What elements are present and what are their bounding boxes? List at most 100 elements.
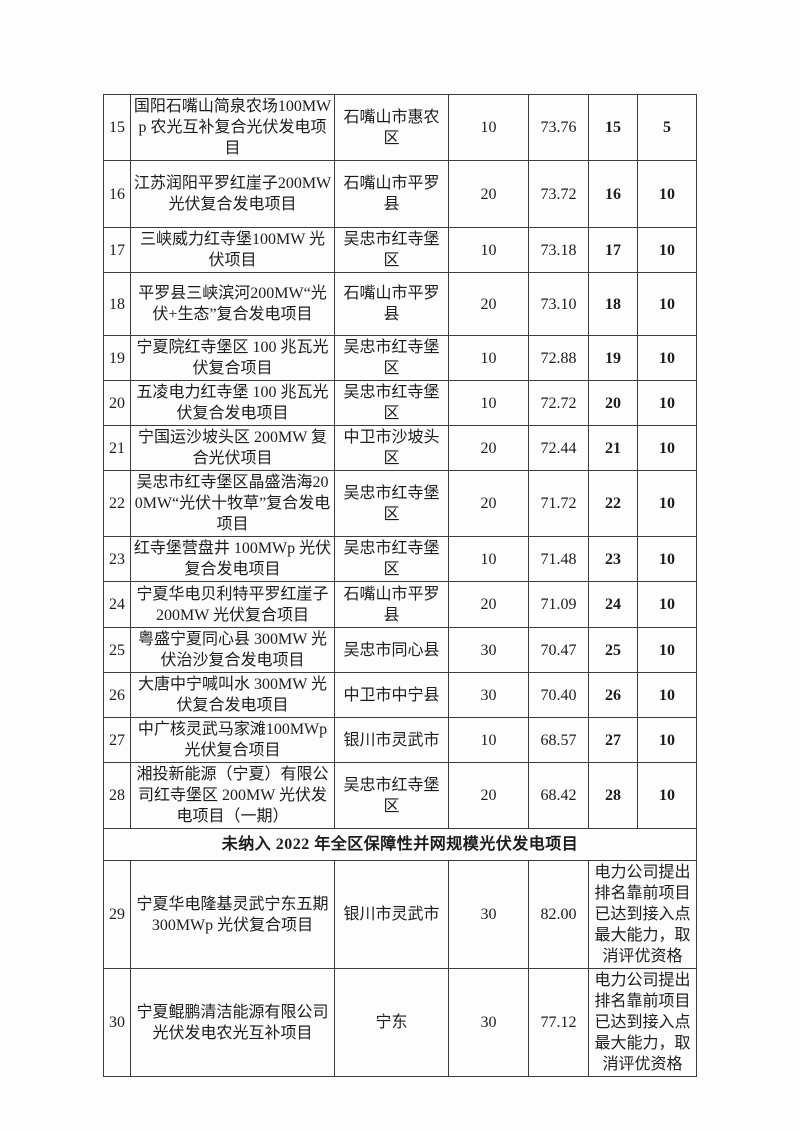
table-row: 23 红寺堡营盘井 100MWp 光伏复合发电项目 吴忠市红寺堡区 10 71.48 23…: [103, 536, 697, 582]
cell-row-number: 28: [103, 762, 131, 829]
cell-rank: 25: [588, 627, 638, 673]
cell-project-name: 湘投新能源（宁夏）有限公司红寺堡区 200MW 光伏发电项目（一期）: [130, 762, 335, 829]
cell-score: 77.12: [528, 968, 589, 1077]
cell-points: 10: [637, 762, 697, 829]
cell-rank: 16: [588, 160, 638, 228]
cell-project-name: 三峡威力红寺堡100MW 光伏项目: [130, 227, 335, 273]
cell-score: 72.72: [528, 380, 589, 426]
cell-score: 72.88: [528, 335, 589, 381]
cell-score: 73.10: [528, 272, 589, 336]
cell-rank: 24: [588, 581, 638, 628]
table-row: 28 湘投新能源（宁夏）有限公司红寺堡区 200MW 光伏发电项目（一期） 吴忠市红…: [103, 762, 697, 829]
cell-points: 10: [637, 227, 697, 273]
table-row: 24 宁夏华电贝利特平罗红崖子 200MW 光伏复合项目 石嘴山市平罗县 20 71.0…: [103, 581, 697, 628]
cell-location: 吴忠市红寺堡区: [334, 227, 449, 273]
cell-location: 吴忠市同心县: [334, 627, 449, 673]
cell-capacity: 10: [448, 335, 529, 381]
table-row: 20 五凌电力红寺堡 100 兆瓦光伏复合发电项目 吴忠市红寺堡区 10 72.72 20…: [103, 380, 697, 426]
table-row: 27 中广核灵武马家滩100MWp 光伏复合项目 银川市灵武市 10 68.57 27 10: [103, 717, 697, 763]
cell-rank: 17: [588, 227, 638, 273]
cell-score: 71.72: [528, 470, 589, 537]
cell-rank: 19: [588, 335, 638, 381]
cell-location: 石嘴山市平罗县: [334, 581, 449, 628]
cell-score: 72.44: [528, 425, 589, 471]
cell-project-name: 中广核灵武马家滩100MWp 光伏复合项目: [130, 717, 335, 763]
table-row: 16 江苏润阳平罗红崖子200MW 光伏复合发电项目 石嘴山市平罗县 20 73.72 1…: [103, 160, 697, 228]
cell-capacity: 10: [448, 94, 529, 161]
cell-row-number: 26: [103, 672, 131, 718]
cell-location: 中卫市沙坡头区: [334, 425, 449, 471]
table-row: 15 国阳石嘴山简泉农场100MWp 农光互补复合光伏发电项目 石嘴山市惠农区 10 7…: [103, 94, 697, 161]
cell-row-number: 15: [103, 94, 131, 161]
cell-row-number: 17: [103, 227, 131, 273]
cell-points: 5: [637, 94, 697, 161]
cell-score: 73.72: [528, 160, 589, 228]
cell-capacity: 20: [448, 581, 529, 628]
cell-location: 宁东: [334, 968, 449, 1077]
cell-project-name: 红寺堡营盘井 100MWp 光伏复合发电项目: [130, 536, 335, 582]
cell-location: 银川市灵武市: [334, 860, 449, 969]
cell-score: 73.76: [528, 94, 589, 161]
cell-points: 10: [637, 672, 697, 718]
cell-capacity: 10: [448, 227, 529, 273]
cell-project-name: 宁国运沙坡头区 200MW 复合光伏项目: [130, 425, 335, 471]
cell-points: 10: [637, 581, 697, 628]
cell-points: 10: [637, 717, 697, 763]
cell-project-name: 国阳石嘴山简泉农场100MWp 农光互补复合光伏发电项目: [130, 94, 335, 161]
cell-remark: 电力公司提出排名靠前项目已达到接入点最大能力，取消评优资格: [588, 968, 697, 1077]
cell-location: 石嘴山市平罗县: [334, 160, 449, 228]
cell-capacity: 20: [448, 762, 529, 829]
cell-rank: 26: [588, 672, 638, 718]
cell-rank: 20: [588, 380, 638, 426]
cell-rank: 28: [588, 762, 638, 829]
cell-project-name: 江苏润阳平罗红崖子200MW 光伏复合发电项目: [130, 160, 335, 228]
projects-table-body: 15 国阳石嘴山简泉农场100MWp 农光互补复合光伏发电项目 石嘴山市惠农区 10 7…: [103, 94, 697, 1077]
cell-capacity: 10: [448, 536, 529, 582]
cell-score: 71.48: [528, 536, 589, 582]
cell-row-number: 19: [103, 335, 131, 381]
cell-points: 10: [637, 335, 697, 381]
cell-remark: 电力公司提出排名靠前项目已达到接入点最大能力，取消评优资格: [588, 860, 697, 969]
projects-table: 15 国阳石嘴山简泉农场100MWp 农光互补复合光伏发电项目 石嘴山市惠农区 10 7…: [103, 94, 697, 1077]
cell-score: 73.18: [528, 227, 589, 273]
cell-row-number: 18: [103, 272, 131, 336]
cell-score: 82.00: [528, 860, 589, 969]
cell-points: 10: [637, 425, 697, 471]
section-header-row: 未纳入 2022 年全区保障性并网规模光伏发电项目: [103, 828, 697, 861]
cell-row-number: 24: [103, 581, 131, 628]
cell-project-name: 五凌电力红寺堡 100 兆瓦光伏复合发电项目: [130, 380, 335, 426]
cell-row-number: 25: [103, 627, 131, 673]
table-row: 22 吴忠市红寺堡区晶盛浩海200MW“光伏十牧草”复合发电项目 吴忠市红寺堡区 20…: [103, 470, 697, 537]
table-row: 21 宁国运沙坡头区 200MW 复合光伏项目 中卫市沙坡头区 20 72.44 21 10: [103, 425, 697, 471]
table-row: 17 三峡威力红寺堡100MW 光伏项目 吴忠市红寺堡区 10 73.18 17 10: [103, 227, 697, 273]
cell-capacity: 30: [448, 968, 529, 1077]
cell-capacity: 30: [448, 672, 529, 718]
cell-score: 70.47: [528, 627, 589, 673]
table-row: 25 粤盛宁夏同心县 300MW 光伏治沙复合发电项目 吴忠市同心县 30 70.47 2…: [103, 627, 697, 673]
cell-project-name: 宁夏鲲鹏清洁能源有限公司光伏发电农光互补项目: [130, 968, 335, 1077]
cell-location: 吴忠市红寺堡区: [334, 380, 449, 426]
cell-location: 银川市灵武市: [334, 717, 449, 763]
table-row: 26 大唐中宁喊叫水 300MW 光伏复合发电项目 中卫市中宁县 30 70.40 26 1…: [103, 672, 697, 718]
cell-capacity: 10: [448, 380, 529, 426]
table-row: 19 宁夏院红寺堡区 100 兆瓦光伏复合项目 吴忠市红寺堡区 10 72.88 19 10: [103, 335, 697, 381]
cell-row-number: 27: [103, 717, 131, 763]
section-title: 未纳入 2022 年全区保障性并网规模光伏发电项目: [103, 828, 697, 861]
cell-rank: 22: [588, 470, 638, 537]
cell-rank: 15: [588, 94, 638, 161]
table-row: 18 平罗县三峡滨河200MW“光伏+生态”复合发电项目 石嘴山市平罗县 20 73.1…: [103, 272, 697, 336]
cell-project-name: 吴忠市红寺堡区晶盛浩海200MW“光伏十牧草”复合发电项目: [130, 470, 335, 537]
cell-location: 石嘴山市惠农区: [334, 94, 449, 161]
cell-points: 10: [637, 470, 697, 537]
cell-location: 吴忠市红寺堡区: [334, 536, 449, 582]
cell-rank: 21: [588, 425, 638, 471]
cell-score: 68.57: [528, 717, 589, 763]
cell-score: 71.09: [528, 581, 589, 628]
cell-rank: 18: [588, 272, 638, 336]
cell-points: 10: [637, 272, 697, 336]
table-row: 30 宁夏鲲鹏清洁能源有限公司光伏发电农光互补项目 宁东 30 77.12 电力公司提出排…: [103, 968, 697, 1077]
cell-capacity: 20: [448, 160, 529, 228]
cell-project-name: 宁夏华电贝利特平罗红崖子 200MW 光伏复合项目: [130, 581, 335, 628]
cell-row-number: 20: [103, 380, 131, 426]
